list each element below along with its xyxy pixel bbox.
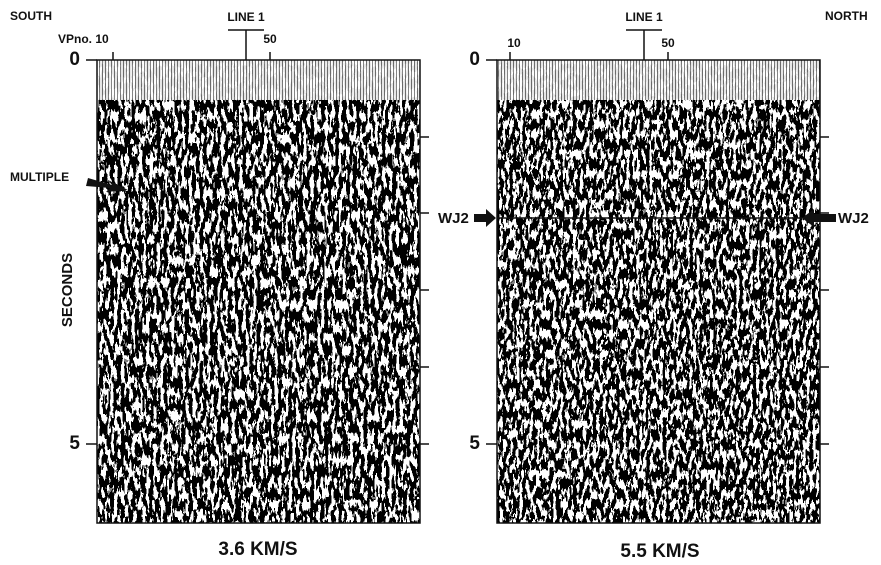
caption: 5.5 KM/S bbox=[620, 541, 699, 560]
line-label: LINE 1 bbox=[625, 10, 663, 24]
vp-label: 50 bbox=[661, 36, 675, 50]
vp-label: 10 bbox=[507, 36, 521, 50]
axis-label: SECONDS bbox=[59, 253, 76, 327]
line-label: LINE 1 bbox=[227, 10, 265, 24]
right-section: NORTH LINE 1 10 50 0 5 WJ2 WJ2 5.5 KM/S bbox=[438, 9, 869, 562]
shallow-traces bbox=[497, 60, 820, 100]
ticks bbox=[86, 29, 429, 445]
left-section: SOUTH LINE 1 VPno. 10 50 0 5 SECONDS MUL… bbox=[10, 9, 429, 560]
arrow bbox=[86, 178, 128, 192]
annotation: WJ2 bbox=[838, 210, 869, 227]
shallow-traces bbox=[97, 60, 420, 100]
seismic-image bbox=[97, 60, 420, 523]
annotation: MULTIPLE bbox=[10, 170, 69, 184]
arrow bbox=[802, 209, 836, 227]
frame bbox=[496, 59, 821, 524]
direction-label: SOUTH bbox=[10, 9, 52, 23]
caption: 3.6 KM/S bbox=[218, 539, 297, 560]
ticks bbox=[486, 29, 829, 445]
direction-label: NORTH bbox=[825, 9, 868, 23]
arrow bbox=[474, 209, 496, 227]
time-tick-label: 5 bbox=[69, 433, 80, 454]
seismic-image bbox=[497, 60, 820, 523]
frame bbox=[96, 59, 421, 524]
annotation: WJ2 bbox=[438, 210, 469, 227]
time-tick-label: 0 bbox=[469, 49, 480, 70]
time-tick-label: 5 bbox=[469, 433, 480, 454]
vp-label: 50 bbox=[263, 32, 277, 46]
vp-label: VPno. 10 bbox=[58, 32, 109, 46]
time-tick-label: 0 bbox=[69, 49, 80, 70]
